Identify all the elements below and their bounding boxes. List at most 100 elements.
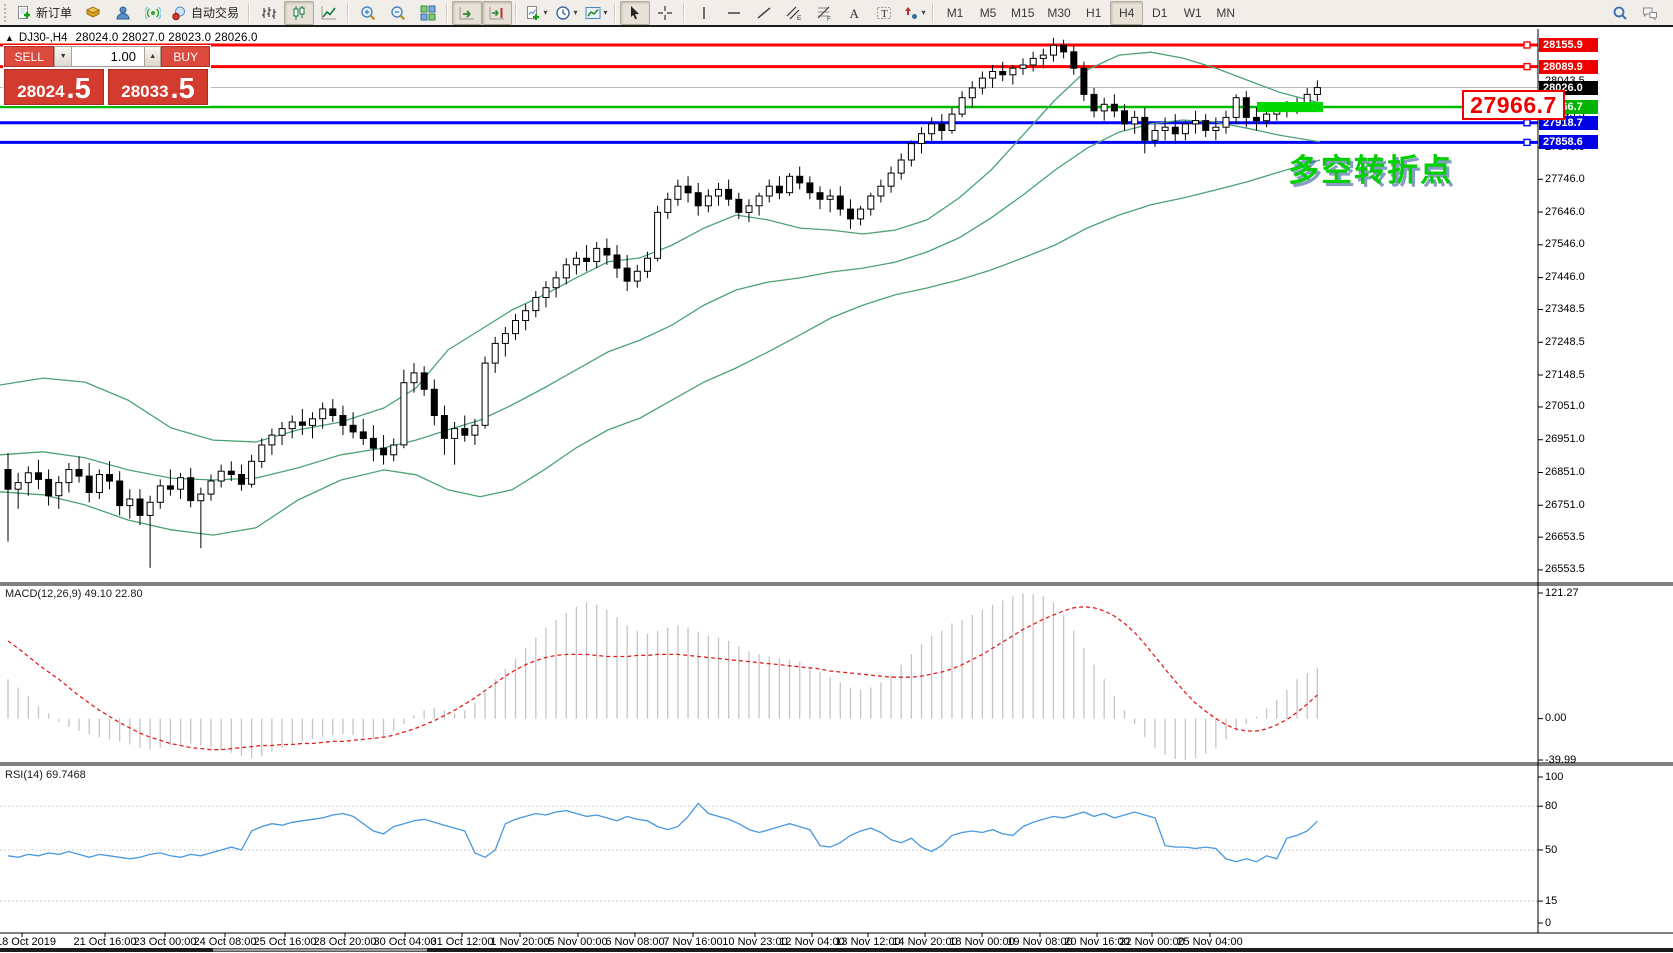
volume-decrease-button[interactable]: ▼ (54, 46, 72, 67)
template-list-button[interactable]: ▾ (581, 1, 611, 25)
buy-price-frac: .5 (170, 73, 195, 105)
tf-m5-label: M5 (979, 5, 997, 20)
price-alert-text-object: 27966.7 (1462, 90, 1565, 120)
tf-m15-button[interactable]: M15 (1004, 1, 1040, 25)
horizontal-scrollbar-thumb[interactable] (213, 948, 427, 952)
fibonacci-button[interactable]: F (809, 1, 839, 25)
price-axis-label: 27446.0 (1545, 271, 1585, 284)
chat-button[interactable] (1635, 1, 1665, 25)
rsi-axis-label: 50 (1545, 843, 1558, 856)
svg-text:E: E (797, 15, 802, 21)
period-list-button[interactable]: ▾ (551, 1, 581, 25)
one-click-collapse-icon[interactable]: ▲ (5, 33, 14, 43)
price-axis-label: 27646.0 (1545, 205, 1585, 218)
channel-icon: E (786, 5, 802, 21)
new-order-button[interactable]: 新订单 (13, 1, 78, 25)
tile-icon (420, 5, 436, 21)
candle-chart-button[interactable] (284, 0, 315, 25)
time-axis-label: 1 Nov 20:00 (490, 936, 550, 948)
chartshift-icon (489, 5, 505, 21)
tf-m30-label: M30 (1047, 5, 1071, 20)
svg-text:A: A (850, 6, 860, 21)
toolbar-group-timeframes: M1 M5 M15 M30 H1 H4 D1 W1 MN (938, 0, 1242, 25)
crosshair-button[interactable] (650, 1, 680, 25)
clock-icon (555, 5, 571, 21)
vline-icon (696, 5, 712, 21)
tf-d1-button[interactable]: D1 (1143, 1, 1176, 25)
text-button[interactable]: A (839, 1, 869, 25)
time-axis-label: 28 Oct 20:00 (313, 936, 377, 948)
auto-scroll-button[interactable] (452, 0, 483, 25)
bar-chart-button[interactable] (254, 1, 284, 25)
price-axis-label: 26951.0 (1545, 433, 1585, 446)
chart-shift-button[interactable] (482, 0, 513, 25)
indicator-add-icon (525, 5, 541, 21)
turning-point-annotation: 多空转折点 (1288, 153, 1453, 188)
svg-text:T: T (881, 8, 888, 20)
vertical-line-button[interactable] (689, 1, 719, 25)
tf-m30-button[interactable]: M30 (1040, 1, 1076, 25)
dropdown-arrow-icon[interactable]: ▾ (603, 8, 608, 17)
buy-price-main: 28033 (121, 82, 169, 101)
tf-w1-button[interactable]: W1 (1176, 1, 1209, 25)
trendline-button[interactable] (749, 1, 779, 25)
buy-price-button[interactable]: 28033.5 (108, 69, 208, 105)
time-axis-label: 13 Nov 12:00 (835, 936, 901, 948)
zoom-out-button[interactable] (383, 1, 413, 25)
community-button[interactable] (108, 1, 138, 25)
label-icon: T (876, 5, 892, 21)
time-axis-label: 23 Oct 00:00 (133, 936, 197, 948)
chart-canvas[interactable] (0, 29, 1673, 953)
toolbar-separator (683, 2, 686, 23)
macd-indicator-label: MACD(12,26,9) 49.10 22.80 (5, 588, 143, 600)
buy-button[interactable]: BUY (161, 46, 211, 67)
horizontal-line-button[interactable] (719, 1, 749, 25)
cursor-button[interactable] (620, 0, 651, 25)
time-axis-label: 25 Nov 04:00 (1177, 936, 1243, 948)
dropdown-arrow-icon[interactable]: ▾ (543, 8, 548, 17)
tf-h4-button[interactable]: H4 (1109, 0, 1143, 25)
line-chart-button[interactable] (314, 1, 344, 25)
price-axis-label: 26653.5 (1545, 530, 1585, 543)
new-order-label: 新订单 (36, 6, 73, 20)
macd-histogram (7, 593, 1318, 760)
search-button[interactable] (1605, 1, 1635, 25)
zoom-in-button[interactable] (353, 1, 383, 25)
tf-h1-button[interactable]: H1 (1077, 1, 1110, 25)
dropdown-arrow-icon[interactable]: ▾ (573, 8, 578, 17)
tf-h4-label: H4 (1119, 5, 1135, 20)
signals-icon (145, 5, 162, 21)
tf-m5-button[interactable]: M5 (971, 1, 1004, 25)
indicators-list-button[interactable]: ▾ (521, 1, 551, 25)
sell-price-button[interactable]: 28024.5 (4, 69, 104, 105)
tf-m1-button[interactable]: M1 (938, 1, 971, 25)
arrow-objects-button[interactable]: ▾ (899, 1, 929, 25)
book-icon (85, 5, 101, 21)
signals-button[interactable] (138, 1, 168, 25)
highlight-rectangle-object (1257, 101, 1323, 113)
volume-increase-button[interactable]: ▲ (143, 46, 162, 67)
macd-axis-label: -39.99 (1545, 753, 1577, 766)
one-click-trading-panel: SELL ▼ 1.00 ▲ BUY 28024.5 28033.5 (3, 45, 211, 106)
macd-axis-label: 0.00 (1545, 712, 1567, 725)
tf-mn-button[interactable]: MN (1209, 1, 1242, 25)
volume-input[interactable]: 1.00 (71, 46, 144, 67)
time-axis-label: 7 Nov 16:00 (663, 936, 723, 948)
toolbar-group-chart-type (254, 0, 344, 25)
toolbar-separator (614, 2, 617, 23)
market-book-button[interactable] (78, 1, 108, 25)
tile-windows-button[interactable] (413, 1, 443, 25)
price-axis-label: 27248.5 (1545, 335, 1585, 348)
dropdown-arrow-icon[interactable]: ▾ (921, 8, 926, 17)
sell-button[interactable]: SELL (4, 46, 55, 67)
hline-icon (726, 5, 742, 21)
text-label-button[interactable]: T (869, 1, 899, 25)
price-axis-label: 27051.0 (1545, 400, 1585, 413)
chart-line-icon (321, 5, 337, 21)
toolbar-group-cursor (620, 0, 680, 25)
time-axis-label: 12 Nov 04:00 (779, 936, 845, 948)
equidistant-channel-button[interactable]: E (779, 1, 809, 25)
time-axis-label: 21 Oct 16:00 (73, 936, 137, 948)
symbol-period-label: DJ30-,H4 (18, 32, 68, 44)
auto-trading-button[interactable]: 自动交易 (168, 1, 245, 25)
